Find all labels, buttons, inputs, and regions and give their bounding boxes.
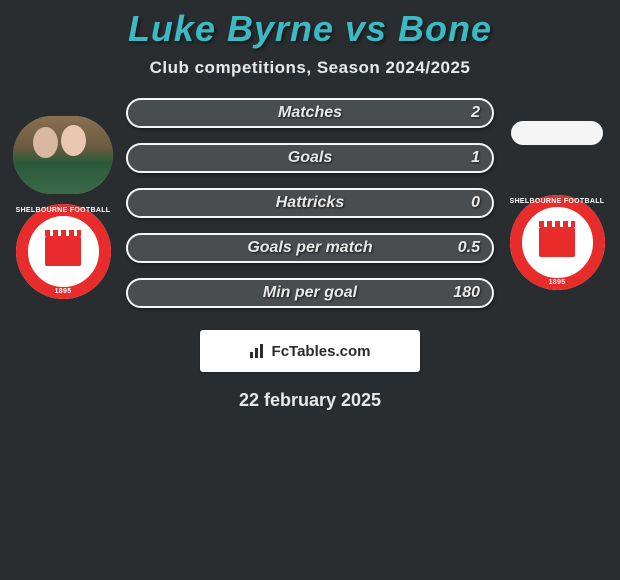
club-badge-left: SHELBOURNE FOOTBALL 1895	[16, 204, 111, 299]
page-title: Luke Byrne vs Bone	[0, 0, 620, 50]
badge-text-bottom: 1895	[510, 279, 605, 286]
badge-text-bottom: 1895	[16, 288, 111, 295]
chart-icon	[250, 344, 268, 358]
badge-text-top: SHELBOURNE FOOTBALL	[16, 207, 111, 214]
subtitle-text: Club competitions, Season 2024/2025	[0, 58, 620, 78]
stat-value: 0	[471, 194, 480, 212]
stat-label: Hattricks	[128, 194, 492, 212]
player-left-avatar	[13, 116, 113, 194]
player-right-column: SHELBOURNE FOOTBALL 1895	[502, 117, 612, 290]
snapshot-date: 22 february 2025	[0, 390, 620, 411]
stat-bar-goals-per-match: Goals per match 0.5	[126, 233, 494, 263]
comparison-row: SHELBOURNE FOOTBALL 1895 Matches 2 Goals…	[0, 98, 620, 308]
stat-value: 0.5	[458, 239, 480, 257]
stat-label: Goals	[128, 149, 492, 167]
club-badge-right: SHELBOURNE FOOTBALL 1895	[510, 195, 605, 290]
player-right-avatar	[511, 121, 603, 145]
stat-bar-goals: Goals 1	[126, 143, 494, 173]
banner-text: FcTables.com	[272, 343, 371, 360]
stat-label: Goals per match	[128, 239, 492, 257]
stat-bar-min-per-goal: Min per goal 180	[126, 278, 494, 308]
stat-value: 2	[471, 104, 480, 122]
stat-value: 1	[471, 149, 480, 167]
player-left-column: SHELBOURNE FOOTBALL 1895	[8, 108, 118, 299]
stat-bar-hattricks: Hattricks 0	[126, 188, 494, 218]
stat-label: Matches	[128, 104, 492, 122]
stat-bar-matches: Matches 2	[126, 98, 494, 128]
stats-column: Matches 2 Goals 1 Hattricks 0 Goals per …	[118, 98, 502, 308]
stat-label: Min per goal	[128, 284, 492, 302]
source-banner[interactable]: FcTables.com	[200, 330, 420, 372]
stat-value: 180	[453, 284, 480, 302]
badge-text-top: SHELBOURNE FOOTBALL	[510, 198, 605, 205]
